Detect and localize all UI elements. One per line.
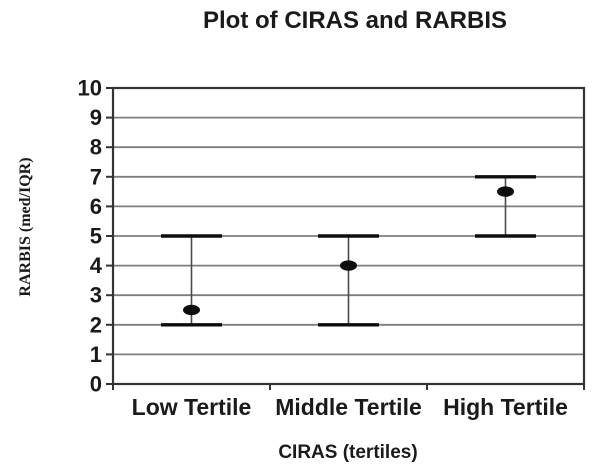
median-marker [340,260,357,271]
x-axis-title: CIRAS (tertiles) [278,442,418,463]
y-tick-label: 9 [90,105,102,130]
y-tick-label: 8 [90,135,102,160]
y-tick-label: 7 [90,164,102,189]
y-tick-label: 0 [90,372,102,397]
x-category-label: Low Tertile [132,394,252,420]
y-tick-label: 1 [90,342,102,367]
chart-title: Plot of CIRAS and RARBIS [203,7,507,34]
y-tick-label: 3 [90,283,102,308]
y-tick-label: 2 [90,312,102,337]
y-tick-label: 6 [90,194,102,219]
y-tick-label: 10 [78,76,102,101]
median-marker [183,304,200,316]
median-marker [497,186,514,197]
x-category-label: Middle Tertile [275,394,422,420]
x-category-label: High Tertile [443,394,568,420]
y-tick-label: 4 [90,253,103,278]
y-tick-label: 5 [90,224,102,249]
